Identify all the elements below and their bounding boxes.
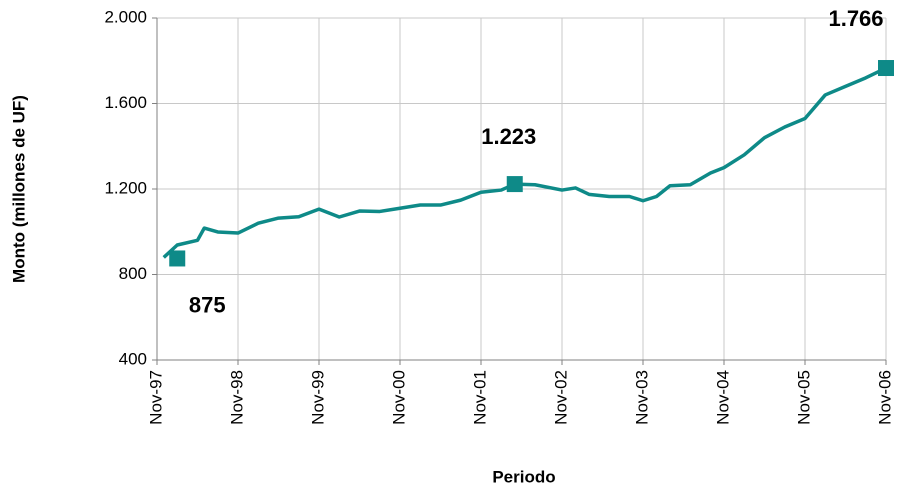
x-tick-label: Nov-05 [794, 370, 813, 425]
x-tick-label: Nov-01 [470, 370, 489, 425]
x-tick-label: Nov-98 [227, 370, 246, 425]
marker [878, 60, 894, 77]
data-label: 1.766 [828, 6, 883, 31]
marker [169, 250, 186, 267]
x-axis-label: Periodo [492, 467, 555, 486]
y-tick-label: 1.200 [104, 178, 147, 197]
data-label: 875 [189, 292, 226, 317]
x-tick-label: Nov-00 [389, 370, 408, 425]
line-series [162, 66, 887, 259]
x-tick-label: Nov-02 [551, 370, 570, 425]
x-tick-label: Nov-04 [713, 370, 732, 425]
y-tick-label: 800 [119, 264, 147, 283]
x-tick-label: Nov-97 [146, 370, 165, 425]
y-tick-label: 2.000 [104, 7, 147, 26]
marker [506, 176, 523, 193]
y-axis-label: Monto (millones de UF) [9, 95, 28, 283]
x-tick-label: Nov-03 [632, 370, 651, 425]
y-tick-label: 400 [119, 349, 147, 368]
y-tick-label: 1.600 [104, 93, 147, 112]
data-label: 1.223 [481, 124, 536, 149]
x-tick-label: Nov-99 [308, 370, 327, 425]
x-tick-label: Nov-06 [875, 370, 894, 425]
